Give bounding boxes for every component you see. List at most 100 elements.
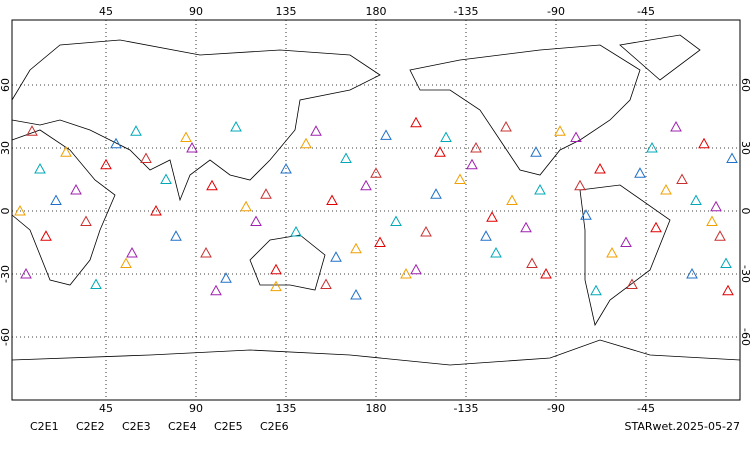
y-tick-label: -60	[0, 328, 12, 346]
x-tick-label: 180	[366, 402, 387, 415]
y-tick-label: 60	[0, 78, 12, 92]
data-point	[326, 194, 338, 205]
data-point	[34, 162, 46, 174]
data-point	[434, 146, 446, 157]
data-point	[670, 120, 682, 132]
data-point	[626, 278, 638, 289]
x-tick-label: 45	[99, 5, 113, 18]
y-tick-label: 60	[739, 78, 750, 92]
x-tick-label: -45	[637, 5, 655, 18]
data-point	[50, 194, 62, 205]
data-point	[410, 116, 422, 128]
data-point	[430, 188, 442, 199]
x-tick-label: -90	[547, 402, 565, 415]
data-point	[270, 263, 282, 275]
data-point	[186, 141, 198, 153]
data-point	[20, 267, 32, 279]
footer-label: STARwet.2025-05-27	[624, 420, 740, 433]
legend-label: C2E6	[260, 420, 289, 433]
x-tick-label: -90	[547, 5, 565, 18]
data-point	[70, 183, 82, 195]
data-point	[540, 267, 552, 279]
y-tick-label: 0	[739, 208, 750, 215]
data-point	[26, 125, 38, 136]
data-point	[60, 146, 72, 157]
y-tick-label: 0	[0, 208, 12, 215]
data-point	[230, 120, 242, 132]
data-point	[690, 194, 702, 205]
data-point	[80, 215, 92, 226]
coastline	[11, 339, 741, 366]
legend-label: C2E1	[30, 420, 59, 433]
data-point	[686, 267, 698, 279]
data-point	[620, 236, 632, 247]
legend-label: C2E2	[76, 420, 105, 433]
data-point	[726, 152, 738, 163]
data-point	[650, 221, 662, 233]
data-point	[360, 179, 372, 191]
data-point	[90, 278, 102, 289]
data-point	[200, 246, 212, 258]
data-point	[400, 267, 412, 279]
coastline	[11, 39, 381, 202]
data-point	[350, 242, 362, 254]
data-point	[350, 288, 362, 300]
data-point	[310, 125, 322, 136]
data-point	[580, 209, 592, 220]
data-point	[100, 158, 112, 170]
y-tick-label: 30	[739, 141, 750, 155]
data-point	[120, 257, 132, 268]
x-tick-label: 135	[276, 402, 297, 415]
data-point	[250, 215, 262, 226]
data-point	[370, 167, 382, 178]
data-point	[140, 152, 152, 163]
data-point	[340, 152, 352, 163]
legend-label: C2E3	[122, 420, 151, 433]
data-point	[506, 194, 518, 205]
data-point	[150, 204, 162, 216]
data-point	[534, 183, 546, 195]
x-tick-label: -135	[454, 5, 479, 18]
x-tick-label: 135	[276, 5, 297, 18]
data-point	[526, 257, 538, 268]
data-point	[466, 158, 478, 170]
coastlines	[11, 34, 741, 366]
data-point	[14, 204, 26, 216]
data-point	[486, 211, 498, 222]
data-point	[660, 183, 672, 195]
x-tick-label: 90	[189, 5, 203, 18]
legend-label: C2E4	[168, 420, 197, 433]
data-point	[374, 236, 386, 247]
data-point	[380, 129, 392, 140]
data-point	[130, 125, 142, 136]
data-point	[40, 230, 52, 241]
data-point	[590, 284, 602, 296]
data-point	[270, 280, 282, 292]
data-point	[490, 246, 502, 258]
data-point	[606, 246, 618, 258]
data-point	[390, 215, 402, 226]
data-point	[454, 173, 466, 184]
data-point	[410, 263, 422, 275]
coastline	[249, 234, 326, 291]
x-tick-label: 180	[366, 5, 387, 18]
x-tick-label: -135	[454, 402, 479, 415]
data-point	[554, 125, 566, 136]
x-tick-label: 90	[189, 402, 203, 415]
data-point	[170, 230, 182, 241]
data-point	[300, 137, 312, 149]
data-point	[210, 284, 222, 296]
coastline	[409, 44, 641, 176]
data-point	[698, 137, 710, 149]
data-point	[260, 188, 272, 199]
data-point	[570, 131, 582, 142]
data-point	[126, 246, 138, 258]
data-point	[720, 257, 732, 268]
x-tick-label: -45	[637, 402, 655, 415]
data-point	[574, 179, 586, 191]
data-point	[240, 200, 252, 212]
y-tick-label: -60	[739, 328, 750, 346]
data-point	[330, 251, 342, 262]
data-point	[110, 137, 122, 149]
